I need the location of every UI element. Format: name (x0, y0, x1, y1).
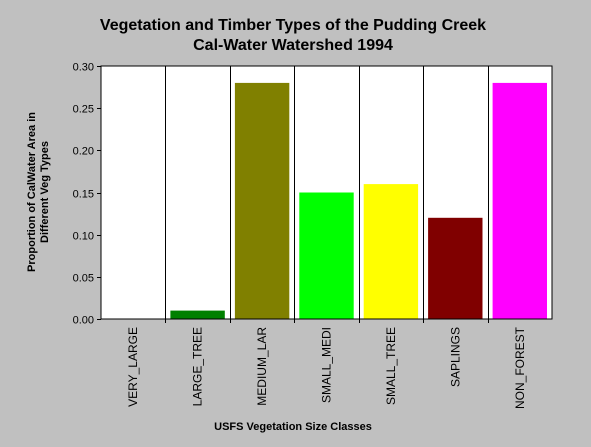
plot-frame (100, 65, 553, 320)
x-tick-label: SAPLINGS (448, 327, 462, 387)
x-tick-label: MEDIUM_LAR (255, 327, 269, 406)
y-tick-label: 0.15 (73, 189, 94, 201)
x-tick-label: NON_FOREST (513, 326, 527, 409)
bar-non-forest (492, 82, 547, 320)
x-tick-label: LARGE_TREE (191, 327, 205, 406)
x-axis-tick-labels: VERY_LARGE LARGE_TREE MEDIUM_LAR SMALL_MEDI… (126, 326, 527, 409)
y-axis: 0.00 0.05 0.10 0.15 0.20 0.25 0.30 (73, 62, 101, 327)
y-tick-label: 0.30 (73, 62, 94, 74)
bar-small-medi (299, 192, 354, 319)
y-tick-label: 0.20 (73, 146, 94, 158)
chart-title-line-2: Cal-Water Watershed 1994 (193, 37, 393, 54)
bar-large-tree (170, 310, 225, 319)
y-tick-label: 0.00 (73, 315, 94, 327)
bar-saplings (428, 217, 483, 319)
x-axis-label: USFS Vegetation Size Classes (214, 421, 372, 433)
y-axis-label-line-2: Different Veg Types (39, 141, 51, 243)
category-separators (165, 66, 489, 323)
bars (170, 82, 547, 320)
y-tick-label: 0.05 (73, 273, 94, 285)
y-tick-label: 0.10 (73, 231, 94, 243)
y-axis-label-line-1: Proportion of CalWater Area in (26, 112, 38, 272)
x-tick-label: SMALL_MEDI (320, 327, 334, 403)
bar-medium-lar (234, 82, 290, 320)
chart-title-line-1: Vegetation and Timber Types of the Puddi… (100, 17, 486, 34)
x-tick-label: SMALL_TREE (384, 327, 398, 405)
bar-small-tree (363, 184, 419, 319)
y-axis-label: Proportion of CalWater Area in Different… (26, 112, 51, 272)
y-tick-label: 0.25 (73, 104, 94, 116)
x-tick-label: VERY_LARGE (126, 327, 140, 407)
